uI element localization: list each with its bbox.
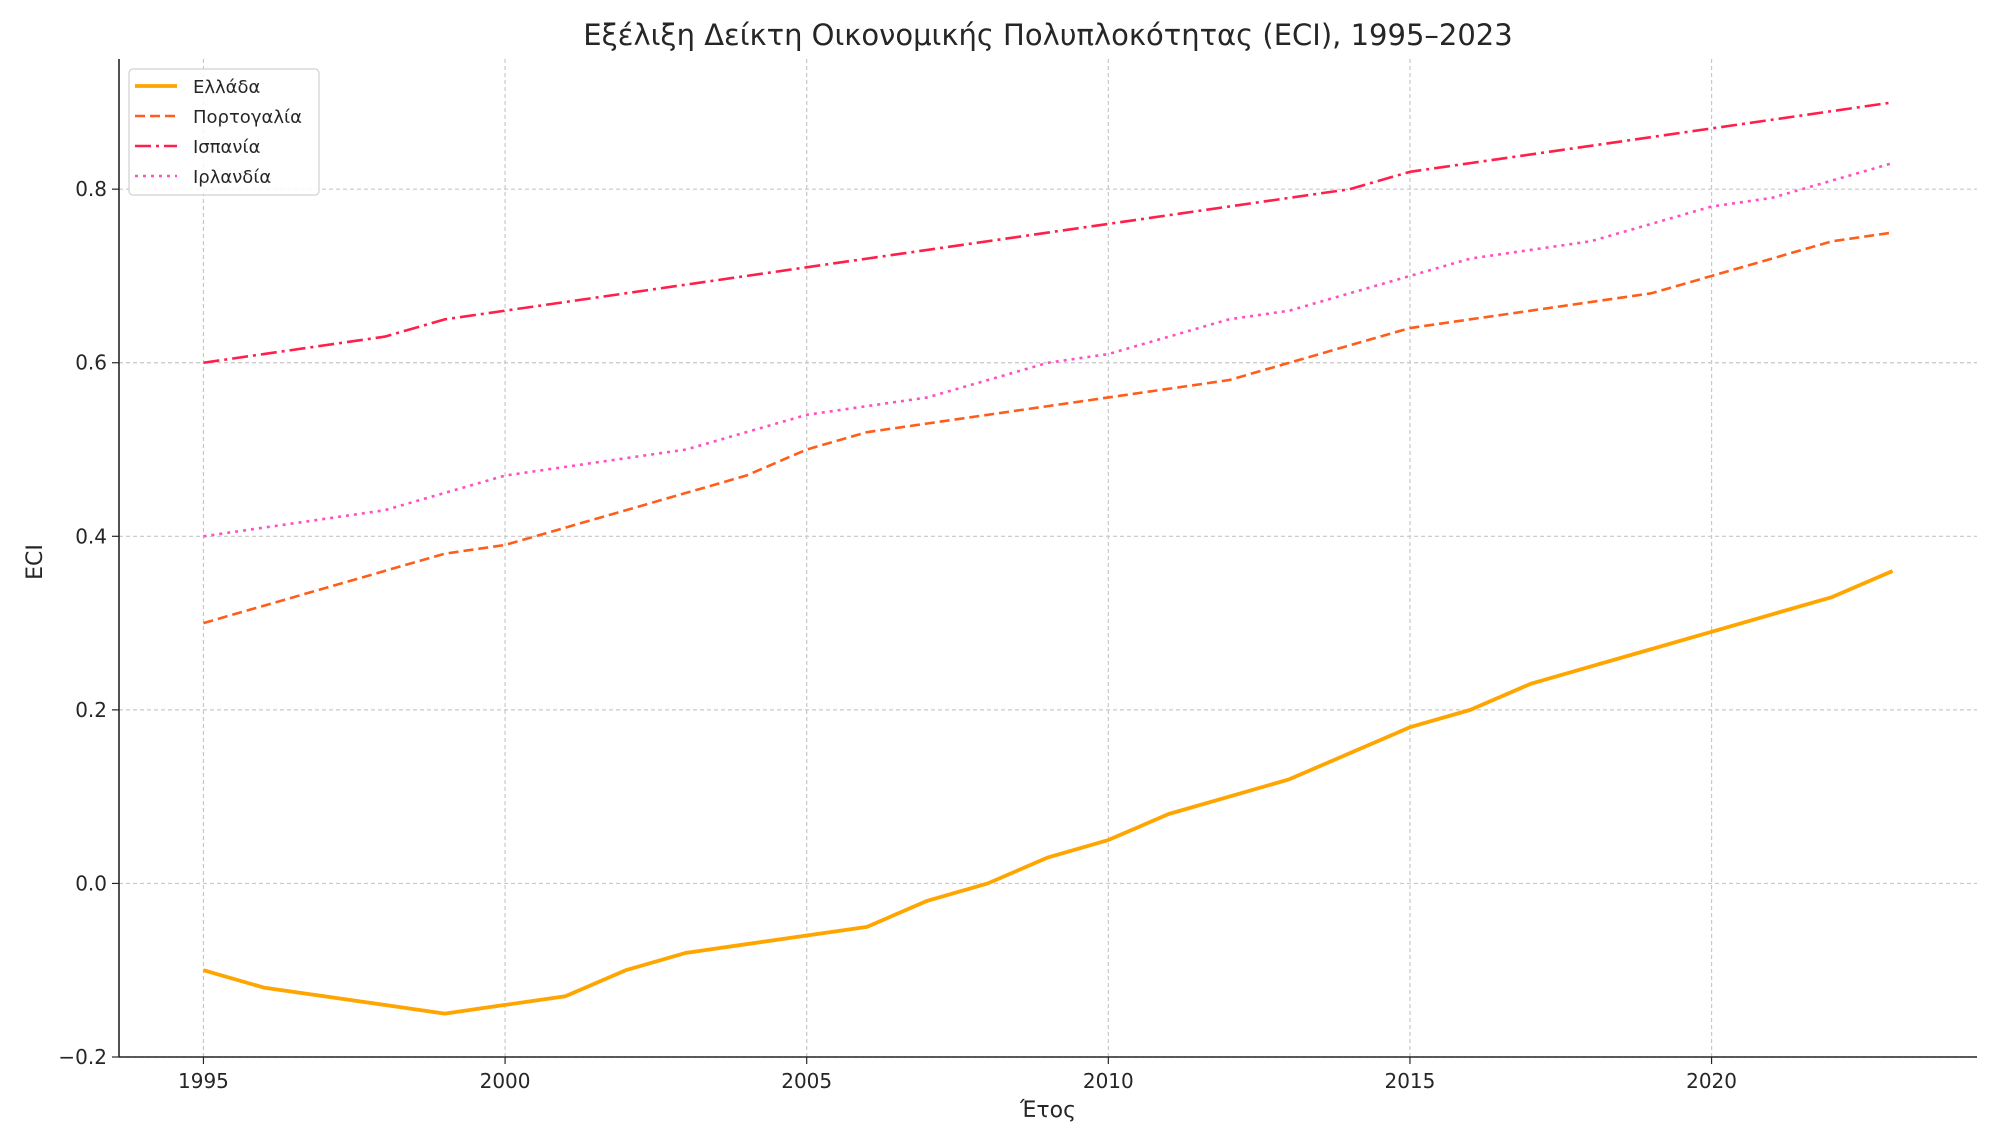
legend-label: Ιρλανδία xyxy=(193,167,271,188)
x-tick-label: 2005 xyxy=(781,1069,832,1093)
y-tick-label: −0.2 xyxy=(58,1045,107,1069)
legend-frame xyxy=(128,68,320,196)
y-tick-label: 0.6 xyxy=(75,351,107,375)
legend-label: Ισπανία xyxy=(193,137,260,158)
legend-label: Πορτογαλία xyxy=(193,107,302,128)
axes: 1995 2000 2005 2010 2015 2020 −0.2 0.0 0.2 0.4 0.6… xyxy=(58,59,1977,1093)
x-tick-label: 2020 xyxy=(1686,1069,1737,1093)
y-tick-label: 0.0 xyxy=(75,871,107,895)
series-line-1 xyxy=(202,569,1894,1016)
x-tick-label: 2000 xyxy=(480,1069,531,1093)
x-tick-label: 2015 xyxy=(1384,1069,1435,1093)
grid xyxy=(119,59,1977,1058)
y-tick-label: 0.2 xyxy=(75,698,107,722)
legend-label: Ελλάδα xyxy=(193,77,260,98)
series-line-2 xyxy=(203,231,1893,625)
series-line-4 xyxy=(203,161,1893,538)
series-lines xyxy=(202,101,1894,1016)
x-tick-label: 1995 xyxy=(178,1069,229,1093)
x-axis-label: Έτος xyxy=(1019,1098,1076,1123)
y-tick-label: 0.8 xyxy=(75,177,107,201)
series-line-3 xyxy=(203,101,1893,365)
y-axis-label: ECI xyxy=(23,544,48,580)
legend: Ελλάδα Πορτογαλία Ισπανία Ιρλανδία xyxy=(128,68,320,196)
chart-title: Εξέλιξη Δείκτη Οικονομικής Πολυπλοκότητα… xyxy=(583,18,1512,52)
y-tick-label: 0.4 xyxy=(75,524,107,548)
x-tick-label: 2010 xyxy=(1083,1069,1134,1093)
